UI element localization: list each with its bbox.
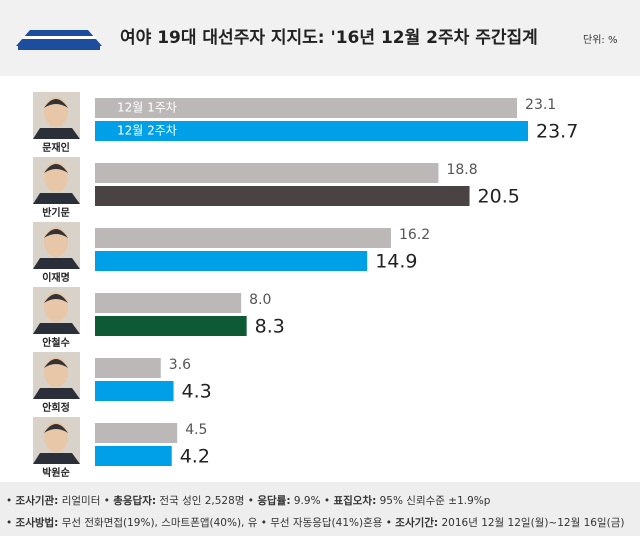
photo-hair — [44, 424, 68, 433]
bar — [95, 423, 178, 443]
candidate-photo — [33, 157, 80, 204]
candidate-name: 안희정 — [42, 401, 70, 414]
bullet: • — [6, 495, 16, 507]
value-label: 4.2 — [180, 446, 210, 468]
header-bg — [0, 0, 640, 76]
bar — [95, 381, 174, 401]
bar — [95, 186, 470, 206]
footer-text: 2016년 12월 12일(월)~12월 16일(금) — [441, 516, 624, 529]
value-label: 8.3 — [255, 316, 285, 338]
footer-text: 무선 전화면접(19%), 스마트폰앱(40%), 유 • 무선 자동응답(41… — [62, 516, 383, 529]
footer-text: 9.9% — [294, 495, 321, 507]
value-label: 23.1 — [525, 97, 556, 113]
value-label: 16.2 — [399, 227, 430, 243]
bullet: • — [6, 517, 16, 529]
photo-suit — [33, 388, 80, 399]
bullet: • — [100, 495, 113, 507]
value-label: 20.5 — [478, 186, 520, 208]
footer-label: 표집오차: — [333, 494, 376, 507]
photo-hair — [44, 359, 68, 368]
logo — [16, 30, 102, 50]
candidate-photo — [33, 352, 80, 399]
bar — [95, 251, 368, 271]
candidate-name: 이재명 — [42, 271, 70, 284]
photo-suit — [33, 128, 80, 139]
value-label: 4.3 — [182, 381, 212, 403]
photo-suit — [33, 453, 80, 464]
photo-suit — [33, 193, 80, 204]
bar — [95, 293, 242, 313]
bar — [95, 316, 247, 336]
bar — [95, 121, 528, 141]
candidate-photo — [33, 222, 80, 269]
candidate-photo — [33, 287, 80, 334]
footer-label: 응답률: — [257, 495, 290, 507]
value-label: 23.7 — [536, 121, 578, 143]
photo-suit — [33, 258, 80, 269]
bullet: • — [321, 495, 334, 507]
value-label: 4.5 — [185, 422, 207, 438]
photo-hair — [44, 229, 68, 238]
bar — [95, 358, 161, 378]
footer-label: 조사기간: — [395, 516, 438, 529]
bullet: • — [244, 495, 257, 507]
footer-label: 총응답자: — [113, 494, 156, 507]
footer-label: 조사방법: — [16, 516, 59, 529]
candidate-name: 문재인 — [42, 141, 70, 154]
footer-line: • 조사방법: 무선 전화면접(19%), 스마트폰앱(40%), 유 • 무선… — [6, 516, 624, 529]
bar — [95, 228, 391, 248]
candidate-name: 박원순 — [42, 466, 70, 479]
footer-bg — [0, 482, 640, 536]
candidate-name: 안철수 — [42, 336, 70, 349]
footer-line: • 조사기관: 리얼미터 • 총응답자: 전국 성인 2,528명 • 응답률:… — [6, 494, 491, 507]
bar — [95, 163, 439, 183]
bar — [95, 98, 518, 118]
legend-label: 12월 2주차 — [117, 124, 177, 138]
candidate-photo — [33, 417, 80, 464]
photo-hair — [44, 294, 68, 303]
footer-label: 조사기관: — [16, 494, 59, 507]
photo-suit — [33, 323, 80, 334]
footer-text: 95% 신뢰수준 ±1.9%p — [380, 495, 491, 507]
value-label: 18.8 — [446, 162, 477, 178]
legend-label: 12월 1주차 — [117, 101, 177, 115]
chart-title: 여야 19대 대선주자 지지도: '16년 12월 2주차 주간집계 — [120, 28, 538, 48]
candidate-photo — [33, 92, 80, 139]
footer-text: 리얼미터 — [62, 495, 101, 507]
bar — [95, 446, 172, 466]
value-label: 14.9 — [375, 251, 417, 273]
bullet: • — [382, 517, 395, 529]
photo-hair — [44, 164, 68, 173]
panel — [0, 76, 640, 482]
footer-text: 전국 성인 2,528명 — [159, 495, 244, 507]
value-label: 8.0 — [249, 292, 271, 308]
candidate-name: 반기문 — [42, 206, 70, 219]
photo-hair — [44, 99, 68, 108]
value-label: 3.6 — [169, 357, 191, 373]
unit-note: 단위: % — [583, 33, 617, 46]
